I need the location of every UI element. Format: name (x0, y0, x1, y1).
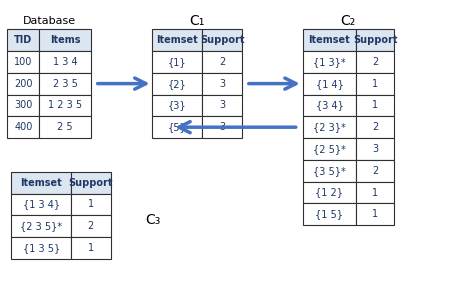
Text: {2 3 5}*: {2 3 5}* (20, 221, 62, 231)
Bar (356, 203, 394, 225)
Bar (302, 29, 356, 51)
Bar (302, 138, 356, 160)
Bar (202, 29, 242, 51)
Bar (302, 73, 356, 94)
Text: Itemset: Itemset (309, 35, 350, 45)
Bar (39, 51, 91, 73)
Bar (356, 138, 394, 160)
Bar (153, 51, 202, 73)
Bar (11, 172, 71, 193)
Bar (356, 160, 394, 182)
Text: {2 3}*: {2 3}* (313, 122, 346, 132)
Text: Items: Items (50, 35, 80, 45)
Bar (11, 237, 71, 259)
Bar (202, 73, 242, 94)
Bar (153, 73, 202, 94)
Text: 1: 1 (372, 78, 378, 88)
Bar (202, 51, 242, 73)
Text: {5}: {5} (168, 122, 187, 132)
Bar (71, 193, 111, 215)
Bar (11, 193, 71, 215)
Bar (11, 215, 71, 237)
Text: Support: Support (200, 35, 244, 45)
Text: Support: Support (353, 35, 397, 45)
Text: {1 2}: {1 2} (316, 188, 344, 198)
Text: C₂: C₂ (341, 14, 356, 28)
Text: {3 4}: {3 4} (316, 100, 343, 110)
Text: 300: 300 (14, 100, 32, 110)
Bar (302, 116, 356, 138)
Text: 1 3 4: 1 3 4 (53, 57, 77, 67)
Bar (302, 94, 356, 116)
Bar (202, 116, 242, 138)
Text: {3}: {3} (168, 100, 187, 110)
Text: 1: 1 (88, 243, 94, 253)
Text: Support: Support (69, 178, 113, 188)
Text: C₁: C₁ (190, 14, 205, 28)
Text: Itemset: Itemset (20, 178, 62, 188)
Text: 1: 1 (372, 100, 378, 110)
Bar (8, 29, 39, 51)
Bar (39, 29, 91, 51)
Text: 1: 1 (88, 199, 94, 209)
Text: 400: 400 (14, 122, 32, 132)
Text: 3: 3 (372, 144, 378, 154)
Text: {3 5}*: {3 5}* (313, 166, 346, 176)
Bar (39, 73, 91, 94)
Bar (302, 203, 356, 225)
Text: {2}: {2} (168, 78, 187, 88)
Text: 200: 200 (14, 78, 33, 88)
Text: 2: 2 (372, 57, 378, 67)
Text: 2: 2 (372, 166, 378, 176)
Bar (8, 94, 39, 116)
Text: {1 3}*: {1 3}* (313, 57, 346, 67)
Bar (153, 94, 202, 116)
Text: {1 3 4}: {1 3 4} (23, 199, 60, 209)
Bar (356, 51, 394, 73)
Text: Database: Database (23, 16, 76, 26)
Bar (8, 51, 39, 73)
Text: {1 3 5}: {1 3 5} (23, 243, 60, 253)
Text: 3: 3 (219, 78, 225, 88)
Bar (302, 182, 356, 203)
Text: 3: 3 (219, 100, 225, 110)
Bar (71, 172, 111, 193)
Text: 1: 1 (372, 209, 378, 219)
Text: {1 5}: {1 5} (316, 209, 344, 219)
Text: 3: 3 (219, 122, 225, 132)
Text: C₃: C₃ (145, 213, 160, 227)
Bar (8, 73, 39, 94)
Text: 2 3 5: 2 3 5 (53, 78, 77, 88)
Bar (153, 116, 202, 138)
Text: 2: 2 (372, 122, 378, 132)
Bar (302, 51, 356, 73)
Bar (356, 94, 394, 116)
Bar (356, 116, 394, 138)
Text: {2 5}*: {2 5}* (313, 144, 346, 154)
Bar (71, 237, 111, 259)
Text: {1 4}: {1 4} (316, 78, 343, 88)
Bar (356, 29, 394, 51)
Bar (153, 29, 202, 51)
Bar (356, 73, 394, 94)
Text: 100: 100 (14, 57, 32, 67)
Bar (39, 94, 91, 116)
Text: 2: 2 (88, 221, 94, 231)
Bar (302, 160, 356, 182)
Text: 1: 1 (372, 188, 378, 198)
Text: 1 2 3 5: 1 2 3 5 (48, 100, 82, 110)
Bar (8, 116, 39, 138)
Text: 2: 2 (219, 57, 225, 67)
Bar (71, 215, 111, 237)
Bar (202, 94, 242, 116)
Text: Itemset: Itemset (156, 35, 198, 45)
Text: {1}: {1} (168, 57, 187, 67)
Text: TID: TID (14, 35, 32, 45)
Bar (39, 116, 91, 138)
Text: 2 5: 2 5 (57, 122, 73, 132)
Bar (356, 182, 394, 203)
